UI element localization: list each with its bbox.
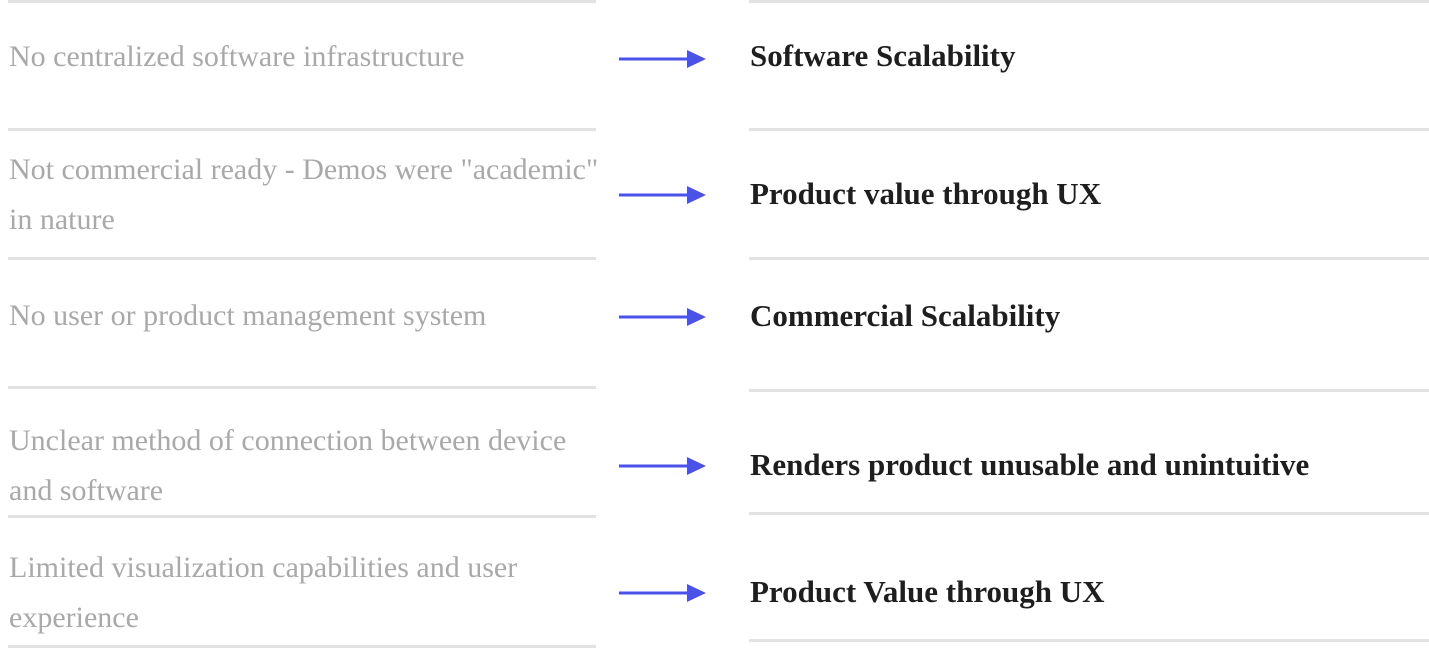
problem-text: No centralized software infrastructure [9, 40, 465, 73]
divider [8, 0, 596, 3]
problem-text: No user or product management system [9, 299, 487, 332]
divider [8, 515, 596, 518]
outcome-text: Product value through UX [750, 176, 1102, 211]
divider [8, 386, 596, 389]
arrow-right-icon [619, 49, 707, 69]
divider [8, 645, 596, 648]
arrow-right-icon [619, 456, 707, 476]
arrow-right-icon [619, 307, 707, 327]
outcome-text: Software Scalability [750, 38, 1016, 73]
problem-text: Limited visualization capabilities and u… [9, 551, 518, 634]
divider [749, 128, 1429, 131]
arrow-right-icon [619, 185, 707, 205]
divider [749, 389, 1429, 392]
divider [8, 128, 596, 131]
divider [749, 639, 1429, 642]
outcome-text: Renders product unusable and unintuitive [750, 447, 1310, 482]
arrow-right-icon [619, 583, 707, 603]
divider [8, 257, 596, 260]
outcome-text: Product Value through UX [750, 574, 1105, 609]
problem-text: Unclear method of connection between dev… [9, 424, 567, 507]
problem-text: Not commercial ready - Demos were "acade… [9, 153, 599, 236]
divider [749, 0, 1429, 3]
divider [749, 512, 1429, 515]
outcome-text: Commercial Scalability [750, 298, 1061, 333]
divider [749, 257, 1429, 260]
